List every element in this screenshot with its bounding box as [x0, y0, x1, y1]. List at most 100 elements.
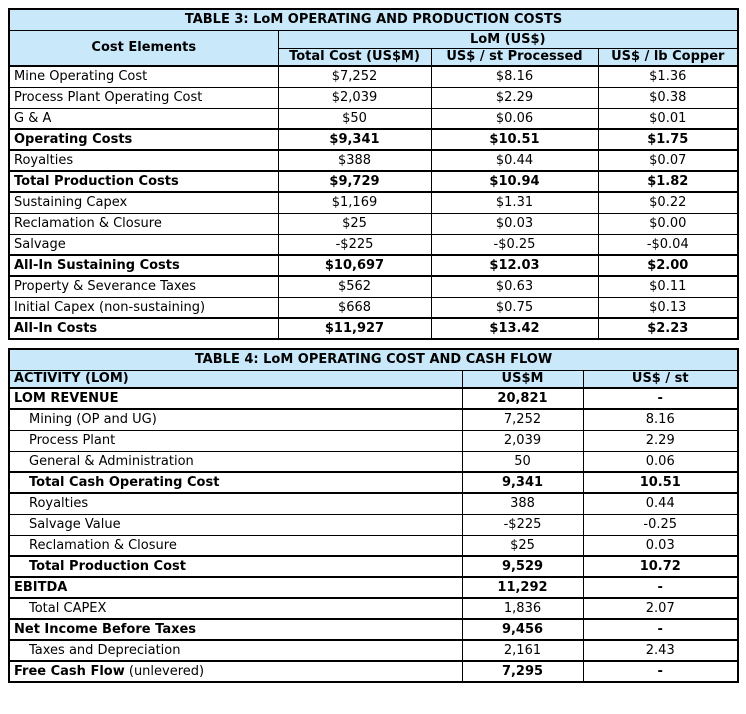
row-value: -0.25: [582, 513, 739, 536]
row-value: 2.29: [582, 429, 739, 452]
row-value: 20,821: [461, 387, 584, 410]
row-label: G & A: [8, 107, 279, 130]
row-value: -: [582, 387, 739, 410]
table-row: G & A $50 $0.06 $0.01: [8, 107, 739, 130]
row-value: $9,729: [277, 170, 432, 193]
row-value: $0.00: [597, 212, 739, 235]
row-label: Total Cash Operating Cost: [8, 471, 463, 494]
row-value: 1,836: [461, 597, 584, 620]
row-value: $2.00: [597, 254, 739, 277]
row-value: -$0.25: [430, 233, 599, 256]
table-row: Operating Costs $9,341 $10.51 $1.75: [8, 128, 739, 151]
table3-lom-operating-production-costs: TABLE 3: LoM OPERATING AND PRODUCTION CO…: [8, 8, 740, 340]
row-value: 9,341: [461, 471, 584, 494]
row-value: 0.44: [582, 492, 739, 515]
row-value: $11,927: [277, 317, 432, 340]
row-value: $0.63: [430, 275, 599, 298]
row-label: Property & Severance Taxes: [8, 275, 279, 298]
row-value: -: [582, 660, 739, 683]
row-value: $562: [277, 275, 432, 298]
table3-cost-elements-header: Cost Elements: [8, 29, 279, 67]
table3-subheader-row: Total Cost (US$M) US$ / st Processed US$…: [9, 47, 739, 67]
row-value: 9,529: [461, 555, 584, 578]
table-row: Sustaining Capex $1,169 $1.31 $0.22: [8, 191, 739, 214]
row-label: Mining (OP and UG): [8, 408, 463, 431]
table3-title: TABLE 3: LoM OPERATING AND PRODUCTION CO…: [8, 8, 739, 31]
row-label: Total Production Costs: [8, 170, 279, 193]
row-label: General & Administration: [8, 450, 463, 473]
table3-body: Mine Operating Cost $7,252 $8.16 $1.36 Proce…: [8, 65, 739, 340]
table-row: EBITDA 11,292-: [8, 576, 739, 599]
row-value: $2,039: [277, 86, 432, 109]
row-value: $50: [277, 107, 432, 130]
table-row: All-In Costs $11,927 $13.42 $2.23: [8, 317, 739, 340]
table-row: Mining (OP and UG) 7,252 8.16: [8, 408, 739, 431]
table4-header-row: ACTIVITY (LOM) US$M US$ / st: [8, 369, 739, 389]
table3-group-header-row: Cost Elements LoM (US$): [8, 29, 739, 67]
row-value: -: [582, 576, 739, 599]
row-label: Free Cash Flow (unlevered): [8, 660, 463, 683]
row-label: Salvage Value: [8, 513, 463, 536]
row-value: $1.36: [597, 65, 739, 88]
table-row: Total CAPEX 1,836 2.07: [8, 597, 739, 620]
row-value: $13.42: [430, 317, 599, 340]
row-value: $8.16: [430, 65, 599, 88]
row-value: $25: [461, 534, 584, 557]
table-row: Process Plant Operating Cost $2,039 $2.29 $…: [8, 86, 739, 109]
row-label: LOM REVENUE: [8, 387, 463, 410]
row-value: $0.11: [597, 275, 739, 298]
row-value: 8.16: [582, 408, 739, 431]
row-value: $10.51: [430, 128, 599, 151]
table-row: Total Cash Operating Cost 9,341 10.51: [8, 471, 739, 494]
row-value: $9,341: [277, 128, 432, 151]
table-row: Property & Severance Taxes $562 $0.63 $0.11: [8, 275, 739, 298]
row-value: $1,169: [277, 191, 432, 214]
table-row: Taxes and Depreciation 2,161 2.43: [8, 639, 739, 662]
row-value: 2.43: [582, 639, 739, 662]
row-label: Royalties: [8, 492, 463, 515]
table-row: Process Plant 2,039 2.29: [8, 429, 739, 452]
row-value: $25: [277, 212, 432, 235]
row-label: EBITDA: [8, 576, 463, 599]
row-value: $0.06: [430, 107, 599, 130]
row-value: $1.82: [597, 170, 739, 193]
table4-activity-header: ACTIVITY (LOM): [8, 369, 463, 389]
row-value: 0.06: [582, 450, 739, 473]
row-value: 11,292: [461, 576, 584, 599]
row-label: Total Production Cost: [8, 555, 463, 578]
row-value: $10,697: [277, 254, 432, 277]
row-value: -$0.04: [597, 233, 739, 256]
table-row: Reclamation & Closure $25 $0.03 $0.00: [8, 212, 739, 235]
row-value: $668: [277, 296, 432, 319]
row-value: 2,161: [461, 639, 584, 662]
table-row: Salvage Value -$225 -0.25: [8, 513, 739, 536]
row-value: 388: [461, 492, 584, 515]
row-label: Operating Costs: [8, 128, 279, 151]
row-value: $0.07: [597, 149, 739, 172]
row-value: $0.75: [430, 296, 599, 319]
table-row: All-In Sustaining Costs $10,697 $12.03 $2.0…: [8, 254, 739, 277]
row-value: 0.03: [582, 534, 739, 557]
row-label: Net Income Before Taxes: [8, 618, 463, 641]
table-row: Initial Capex (non-sustaining) $668 $0.75 $…: [8, 296, 739, 319]
table3-per-st-header: US$ / st Processed: [430, 47, 599, 67]
row-label: Process Plant Operating Cost: [8, 86, 279, 109]
table-row: Royalties $388 $0.44 $0.07: [8, 149, 739, 172]
row-value: -: [582, 618, 739, 641]
row-value: 2.07: [582, 597, 739, 620]
row-value: $388: [277, 149, 432, 172]
report-page: TABLE 3: LoM OPERATING AND PRODUCTION CO…: [8, 8, 746, 683]
row-value: 10.51: [582, 471, 739, 494]
row-label: Sustaining Capex: [8, 191, 279, 214]
table4-title-row: TABLE 4: LoM OPERATING COST AND CASH FLO…: [8, 348, 739, 371]
row-value: $2.23: [597, 317, 739, 340]
row-value: $2.29: [430, 86, 599, 109]
row-label: Process Plant: [8, 429, 463, 452]
table-gap: [8, 340, 746, 348]
table-row: LOM REVENUE 20,821-: [8, 387, 739, 410]
table-row: Total Production Cost 9,529 10.72: [8, 555, 739, 578]
row-label: All-In Sustaining Costs: [8, 254, 279, 277]
row-value: $12.03: [430, 254, 599, 277]
row-label: Royalties: [8, 149, 279, 172]
table3-title-row: TABLE 3: LoM OPERATING AND PRODUCTION CO…: [8, 8, 739, 31]
